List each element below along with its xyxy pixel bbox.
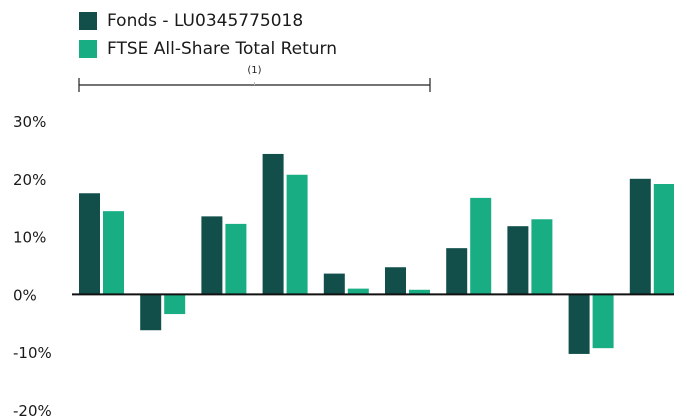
y-tick-label: -10% — [13, 344, 52, 362]
legend-swatch-benchmark — [79, 40, 97, 58]
bar-fund — [323, 273, 345, 295]
bar-fund — [140, 294, 162, 331]
legend: Fonds - LU0345775018 FTSE All-Share Tota… — [79, 10, 337, 60]
annotation-layer: (1) — [78, 65, 431, 92]
bar-benchmark — [653, 184, 674, 295]
annotation-bracket: (1) — [78, 65, 431, 92]
y-tick-label: -20% — [13, 402, 52, 420]
axis-layer: 30% 20% 10% 0% -10% -20% — [13, 113, 674, 420]
annotation-label: (1) — [247, 65, 261, 76]
legend-item-fund: Fonds - LU0345775018 — [79, 10, 337, 32]
bar-benchmark — [286, 174, 308, 295]
bar-benchmark — [164, 294, 186, 315]
bar-benchmark — [592, 294, 614, 349]
y-tick-label: 20% — [13, 171, 46, 189]
legend-item-benchmark: FTSE All-Share Total Return — [79, 38, 337, 60]
bar-fund — [201, 216, 223, 295]
bar-benchmark — [531, 219, 553, 295]
y-tick-label: 30% — [13, 113, 46, 131]
bar-fund — [446, 248, 468, 295]
y-tick-label: 10% — [13, 229, 46, 247]
bar-fund — [629, 178, 651, 295]
bar-benchmark — [225, 223, 247, 295]
legend-label-fund: Fonds - LU0345775018 — [107, 11, 304, 31]
legend-label-benchmark: FTSE All-Share Total Return — [107, 39, 337, 59]
legend-swatch-fund — [79, 12, 97, 30]
bar-fund — [385, 267, 406, 295]
bar-benchmark — [409, 289, 430, 295]
bar-fund — [507, 226, 529, 295]
bar-fund — [568, 294, 590, 354]
y-tick-label: 0% — [13, 286, 37, 304]
bar-benchmark — [347, 288, 369, 295]
bar-benchmark — [103, 211, 124, 295]
bar-fund — [262, 153, 284, 295]
bars-layer — [79, 153, 674, 354]
bar-benchmark — [470, 197, 492, 295]
bar-fund — [79, 193, 100, 295]
